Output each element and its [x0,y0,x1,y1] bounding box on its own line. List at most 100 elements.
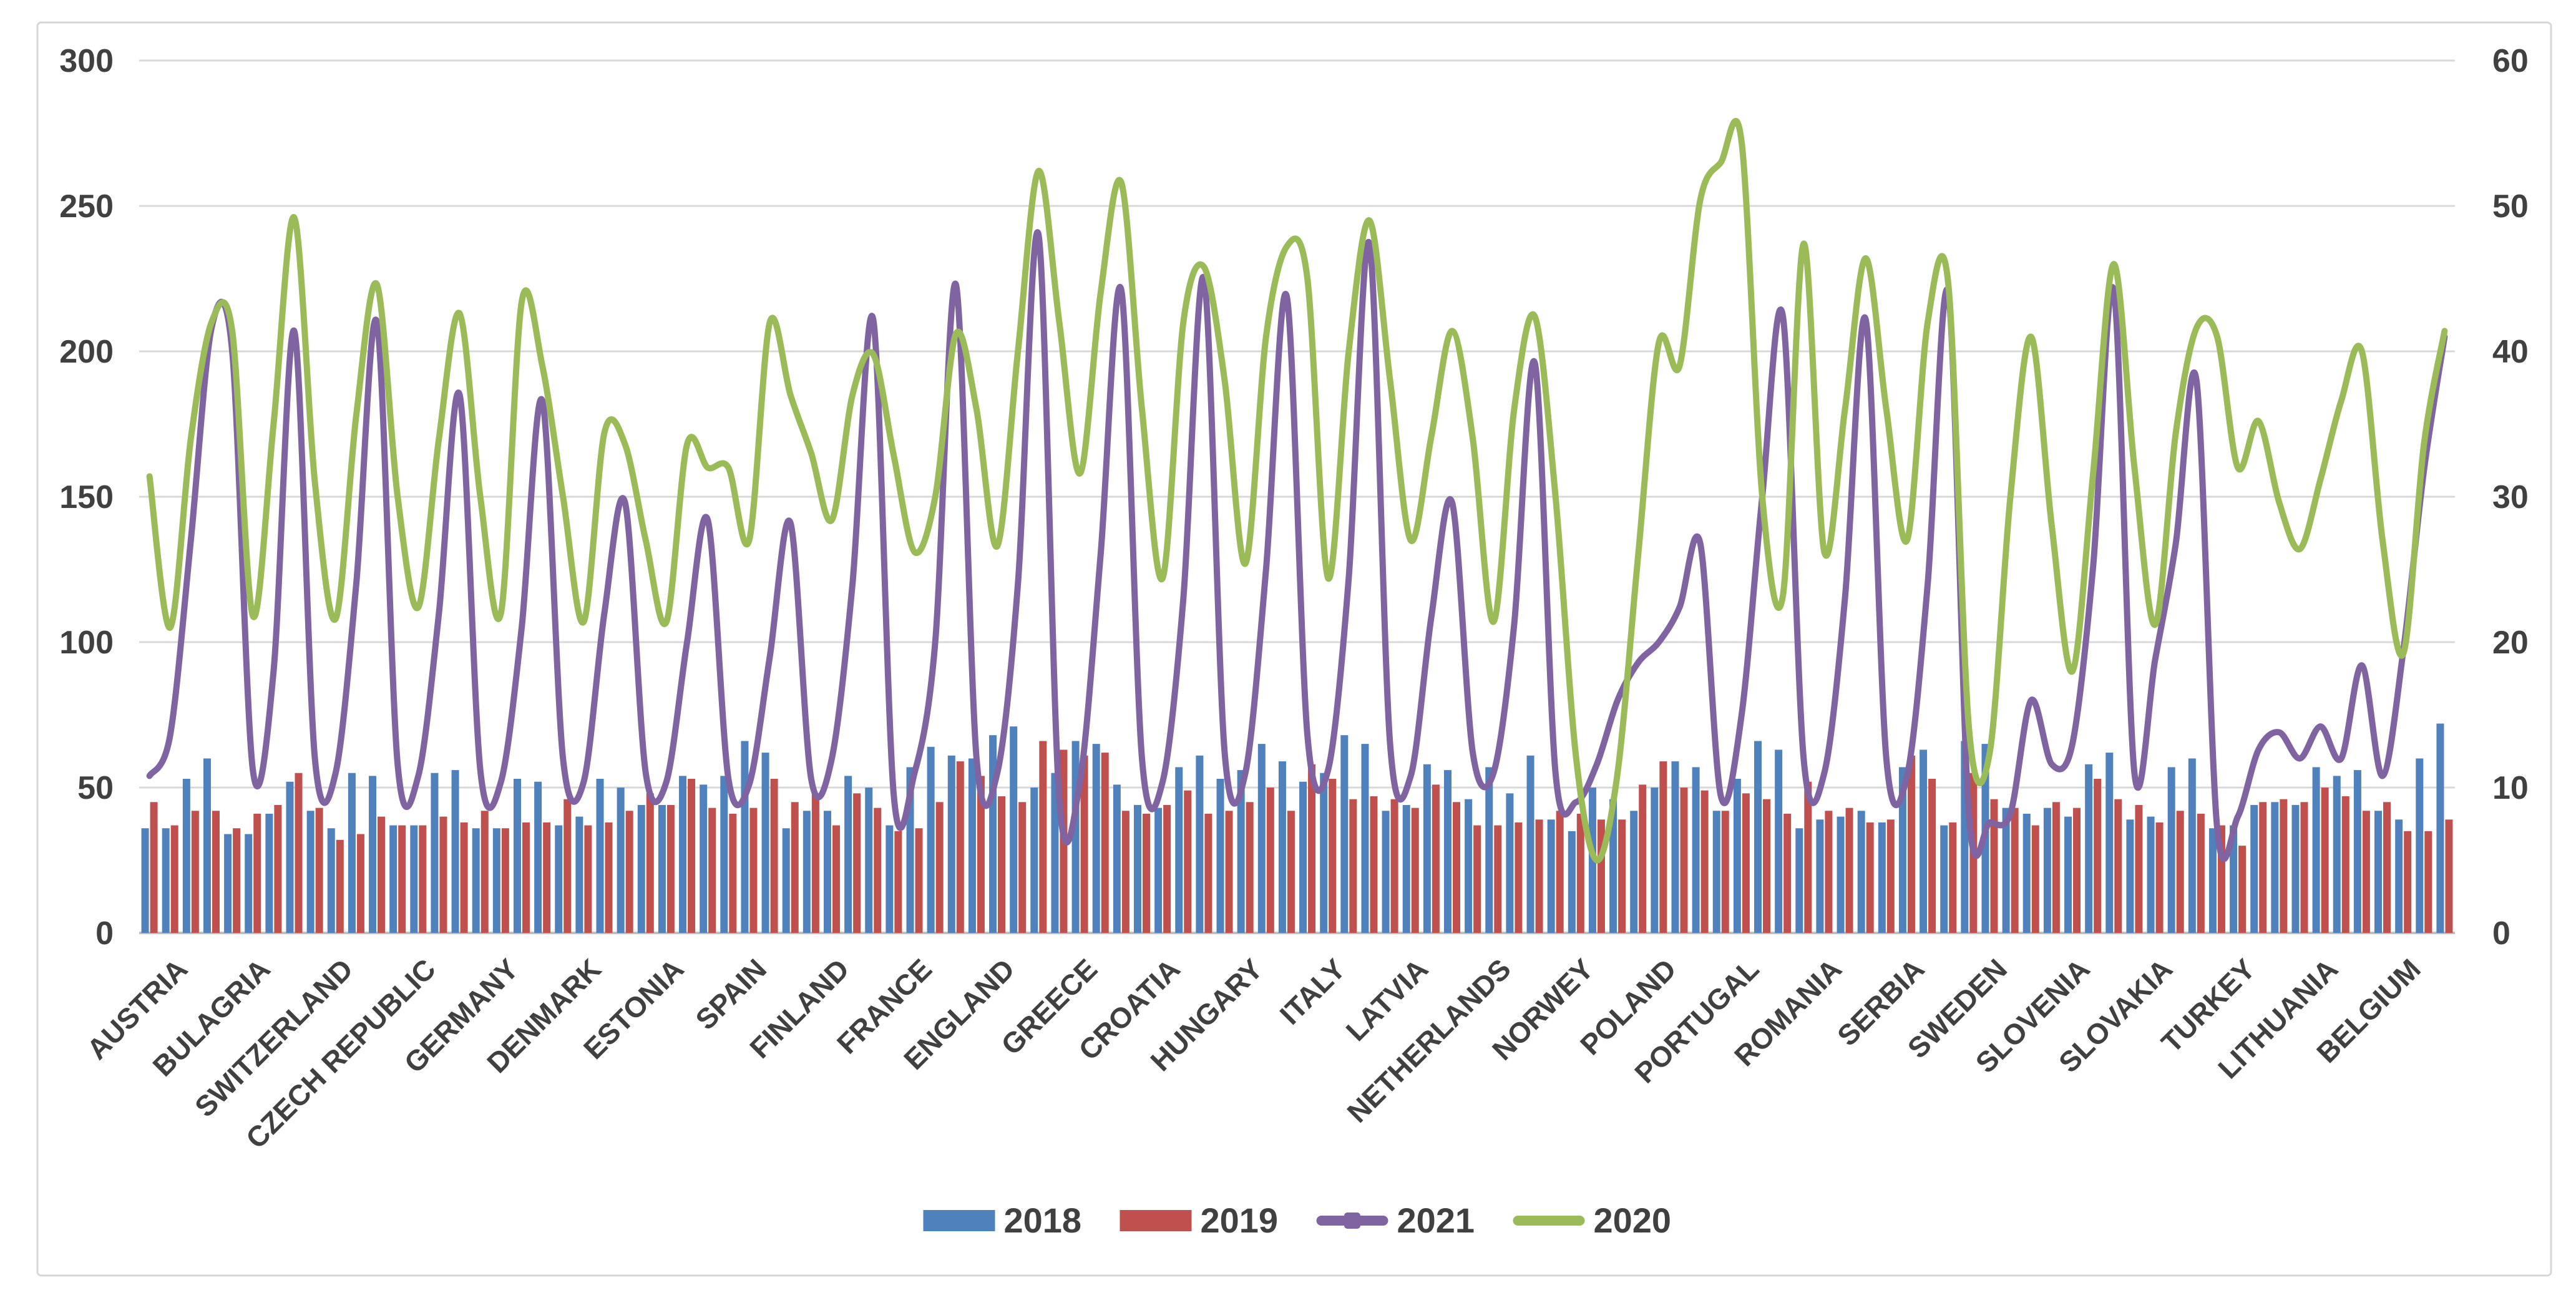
bar-2018-romania-p2[interactable] [1816,819,1824,933]
bar-2019-estonia-p3[interactable] [688,779,696,933]
bar-2019-poland-p2[interactable] [1659,761,1667,933]
bar-2018-spain-p2[interactable] [741,741,749,933]
bar-2019-italy-p3[interactable] [1349,799,1357,933]
bar-2019-france-p2[interactable] [915,828,923,933]
bar-2019-netherlands-p3[interactable] [1515,822,1523,933]
bar-2019-hungary-p4[interactable] [1287,811,1295,933]
bar-2018-lithuania-p1[interactable] [2291,804,2300,933]
bar-2019-spain-p1[interactable] [729,813,737,933]
bar-2018-lithuania-p4[interactable] [2353,770,2361,933]
bar-2018-turkey-p1[interactable] [2208,828,2217,933]
bar-2018-portugal-p2[interactable] [1733,779,1741,933]
bar-2018-denmark-p1[interactable] [555,825,563,933]
bar-2018-belgium-p3[interactable] [2416,758,2424,933]
bar-2018-france-p3[interactable] [927,746,935,933]
bar-2019-latvia-p2[interactable] [1411,808,1419,933]
bar-2018-netherlands-p4[interactable] [1526,755,1534,933]
bar-2019-bulagria-p2[interactable] [253,813,261,933]
bar-2018-croatia-p1[interactable] [1133,804,1141,933]
legend-item-2021[interactable]: 2021 [1316,1201,1475,1240]
bar-2018-slovakia-p2[interactable] [2147,816,2155,933]
bar-2018-hungary-p4[interactable] [1278,761,1286,933]
bar-2018-bulagria-p3[interactable] [265,813,273,933]
bar-2018-hungary-p2[interactable] [1237,770,1245,933]
bar-2018-norwey-p4[interactable] [1609,799,1617,933]
bar-2018-turkey-p3[interactable] [2250,804,2258,933]
bar-2019-finland-p1[interactable] [811,793,819,933]
bar-2019-norwey-p1[interactable] [1556,811,1564,933]
bar-2019-switzerland-p1[interactable] [315,808,323,933]
bar-2018-norwey-p1[interactable] [1547,819,1555,933]
bar-2019-slovakia-p2[interactable] [2155,822,2164,933]
bar-2018-latvia-p4[interactable] [1444,770,1452,933]
bar-2019-croatia-p4[interactable] [1204,813,1212,933]
bar-2019-italy-p4[interactable] [1370,796,1378,933]
bar-2018-bulagria-p4[interactable] [286,781,294,933]
bar-2018-england-p3[interactable] [1010,726,1018,933]
bar-2018-poland-p3[interactable] [1671,761,1679,933]
bar-2019-romania-p1[interactable] [1804,781,1812,933]
bar-2018-hungary-p3[interactable] [1257,744,1266,933]
bar-2018-turkey-p4[interactable] [2271,802,2279,933]
bar-2018-belgium-p4[interactable] [2436,723,2444,933]
bar-2018-switzerland-p3[interactable] [348,773,356,933]
bar-2019-finland-p2[interactable] [832,825,840,933]
bar-2018-slovenia-p3[interactable] [2085,764,2093,933]
bar-2019-turkey-p2[interactable] [2238,846,2247,933]
bar-2019-spain-p3[interactable] [770,779,778,933]
bar-2018-denmark-p3[interactable] [596,779,604,933]
bar-2019-romania-p4[interactable] [1866,822,1874,933]
bar-2019-slovenia-p1[interactable] [2052,802,2060,933]
bar-2019-belgium-p1[interactable] [2383,802,2391,933]
bar-2019-serbia-p1[interactable] [1886,819,1895,933]
bar-2019-romania-p3[interactable] [1845,808,1853,933]
bar-2019-italy-p2[interactable] [1329,779,1337,933]
bar-2019-slovakia-p1[interactable] [2135,804,2143,933]
bar-2018-lithuania-p3[interactable] [2333,776,2341,933]
bar-2019-germany-p1[interactable] [481,811,489,933]
bar-2019-austria-p1[interactable] [150,802,158,933]
bar-2018-netherlands-p1[interactable] [1465,799,1473,933]
bar-2019-sweden-p3[interactable] [2011,808,2019,933]
bar-2019-estonia-p4[interactable] [708,808,716,933]
bar-2018-latvia-p1[interactable] [1382,811,1390,933]
bar-2018-poland-p4[interactable] [1692,767,1700,933]
bar-2018-finland-p2[interactable] [823,811,831,933]
bar-2019-greece-p2[interactable] [1080,755,1088,933]
bar-2019-denmark-p1[interactable] [564,799,572,933]
bar-2019-poland-p4[interactable] [1700,790,1709,933]
bar-2018-greece-p4[interactable] [1113,784,1121,933]
bar-2019-croatia-p3[interactable] [1184,790,1192,933]
bar-2018-denmark-p4[interactable] [617,788,625,933]
bar-2018-germany-p3[interactable] [513,779,521,933]
bar-2019-estonia-p1[interactable] [646,793,654,933]
bar-2019-serbia-p4[interactable] [1949,822,1957,933]
bar-2018-norwey-p2[interactable] [1568,831,1576,933]
bar-2018-austria-p1[interactable] [141,828,149,933]
bar-2018-austria-p2[interactable] [162,828,170,933]
bar-2018-austria-p3[interactable] [182,779,190,933]
bar-2019-spain-p4[interactable] [791,802,799,933]
bar-2018-england-p2[interactable] [989,735,997,933]
bar-2019-germany-p2[interactable] [501,828,509,933]
bar-2018-estonia-p2[interactable] [658,804,666,933]
bar-2019-netherlands-p2[interactable] [1494,825,1502,933]
bar-2019-finland-p3[interactable] [853,793,861,933]
bar-2018-sweden-p4[interactable] [2022,813,2031,933]
bar-2018-croatia-p2[interactable] [1154,808,1163,933]
bar-2018-italy-p3[interactable] [1340,735,1349,933]
bar-2018-turkey-p2[interactable] [2230,825,2238,933]
bar-2019-belgium-p4[interactable] [2445,819,2453,933]
bar-2018-latvia-p3[interactable] [1423,764,1431,933]
bar-2019-greece-p4[interactable] [1121,811,1129,933]
bar-2019-netherlands-p4[interactable] [1535,819,1543,933]
bar-2018-serbia-p3[interactable] [1920,749,1928,933]
bar-2019-czech-republic-p1[interactable] [398,825,406,933]
bar-2018-spain-p3[interactable] [761,753,769,933]
bar-2018-austria-p4[interactable] [203,758,211,933]
bar-2018-czech-republic-p1[interactable] [389,825,398,933]
bar-2018-bulagria-p1[interactable] [224,834,232,933]
legend-item-2018[interactable]: 2018 [923,1201,1082,1240]
bar-2018-england-p4[interactable] [1030,788,1038,933]
bar-2019-czech-republic-p3[interactable] [439,816,447,933]
